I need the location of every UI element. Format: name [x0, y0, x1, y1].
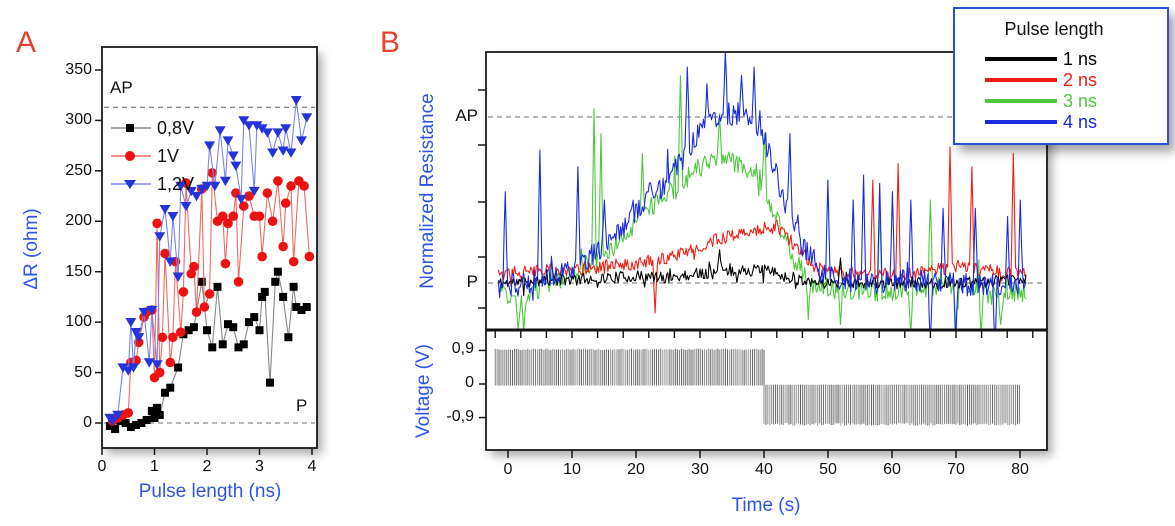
panel-b-trace-3ns: [497, 74, 1027, 329]
panel-b-ap-line-label: AP: [455, 106, 478, 125]
panel-a-legend-label: 1V: [157, 145, 180, 166]
legend-line-swatch-icon: [985, 99, 1057, 103]
panel-a-x-tick-label: 0: [97, 458, 107, 475]
panel-b-letter: B: [380, 26, 401, 59]
panel-a-x-tick-label: 2: [202, 458, 212, 475]
panel-a-y-tick-label: 100: [65, 313, 92, 331]
panel-b-voltage-tick-label: -0,9: [446, 407, 474, 425]
panel-b-legend-label: 1 ns: [1063, 48, 1098, 69]
panel-a-p-line-label: P: [296, 396, 308, 415]
panel-b-voltage-tick-label: 0: [465, 374, 474, 391]
panel-b-x-tick-label: 20: [627, 461, 645, 478]
panel-a-y-tick-label: 150: [65, 262, 92, 280]
panel-a-legend-label: 0,8V: [157, 117, 195, 138]
panel-b-x-tick-label: 40: [755, 461, 773, 478]
panel-a-series-12V: [104, 96, 313, 427]
panel-b-legend-label: 4 ns: [1063, 111, 1098, 132]
panel-a-x-axis-label: Pulse length (ns): [138, 481, 282, 502]
panel-b-legend-item: 4 ns: [985, 112, 1097, 132]
panel-b-trace-2ns: [497, 146, 1027, 314]
legend-line-swatch-icon: [985, 78, 1057, 82]
panel-b-legend-item: 2 ns: [985, 70, 1097, 90]
panel-a-legend-item: 1V: [110, 146, 179, 166]
legend-line-swatch-icon: [985, 120, 1057, 124]
panel-a-letter: A: [16, 26, 37, 59]
panel-a-y-tick-label: 50: [74, 363, 92, 381]
panel-b-p-line-label: P: [466, 272, 478, 291]
panel-b-voltage-pulses: [494, 348, 1020, 426]
panel-a-y-tick-label: 250: [65, 161, 92, 179]
panel-b-x-tick-label: 0: [503, 461, 513, 478]
panel-a-y-tick-label: 350: [65, 60, 92, 78]
panel-b-voltage-tick-label: 0,9: [451, 340, 474, 358]
panel-b-x-axis-label: Time (s): [731, 495, 801, 516]
panel-a-legend-item: 0,8V: [110, 118, 194, 138]
panel-b-x-tick-label: 50: [819, 461, 837, 478]
panel-a-y-tick-label: 200: [65, 212, 92, 230]
panel-b-legend-item: 1 ns: [985, 49, 1097, 69]
panel-b-x-tick-label: 80: [1011, 461, 1029, 478]
panel-a-x-tick-label: 1: [150, 458, 159, 475]
panel-a-legend-label: 1,2V: [157, 173, 195, 194]
panel-b-trace-4ns: [497, 53, 1027, 329]
panel-a-x-tick-label: 3: [255, 458, 264, 475]
panel-a-ap-line-label: AP: [110, 78, 133, 97]
panel-b-x-tick-label: 70: [947, 461, 965, 478]
legend-line-swatch-icon: [985, 57, 1057, 61]
panel-b-legend-label: 3 ns: [1063, 90, 1098, 111]
panel-b-legend: Pulse length 1 ns 2 ns 3 ns 4 ns: [953, 7, 1169, 145]
panel-b-x-tick-label: 30: [691, 461, 709, 478]
panel-b-legend-label: 2 ns: [1063, 69, 1098, 90]
panel-b-traces: [497, 53, 1027, 329]
panel-b-legend-title: Pulse length: [1004, 19, 1104, 39]
panel-b-x-tick-label: 60: [883, 461, 901, 478]
panel-a-legend-marker-icon: [111, 180, 151, 189]
panel-a-x-tick-label: 4: [307, 458, 317, 475]
panel-a-frame: [101, 46, 318, 449]
panel-a-y-tick-label: 0: [83, 414, 92, 431]
panel-a-y-axis-label: ΔR (ohm): [21, 208, 42, 290]
panel-a-legend-marker-icon: [111, 124, 151, 132]
panel-a-legend-marker-icon: [111, 151, 151, 161]
panel-b-frame: [485, 51, 1048, 451]
panel-a-legend-item: 1,2V: [110, 174, 194, 194]
panel-b-trace-1ns: [498, 249, 1027, 297]
panel-b-x-tick-label: 10: [563, 461, 581, 478]
panel-b-legend-item: 3 ns: [985, 91, 1097, 111]
panel-a-y-tick-label: 300: [65, 111, 92, 129]
